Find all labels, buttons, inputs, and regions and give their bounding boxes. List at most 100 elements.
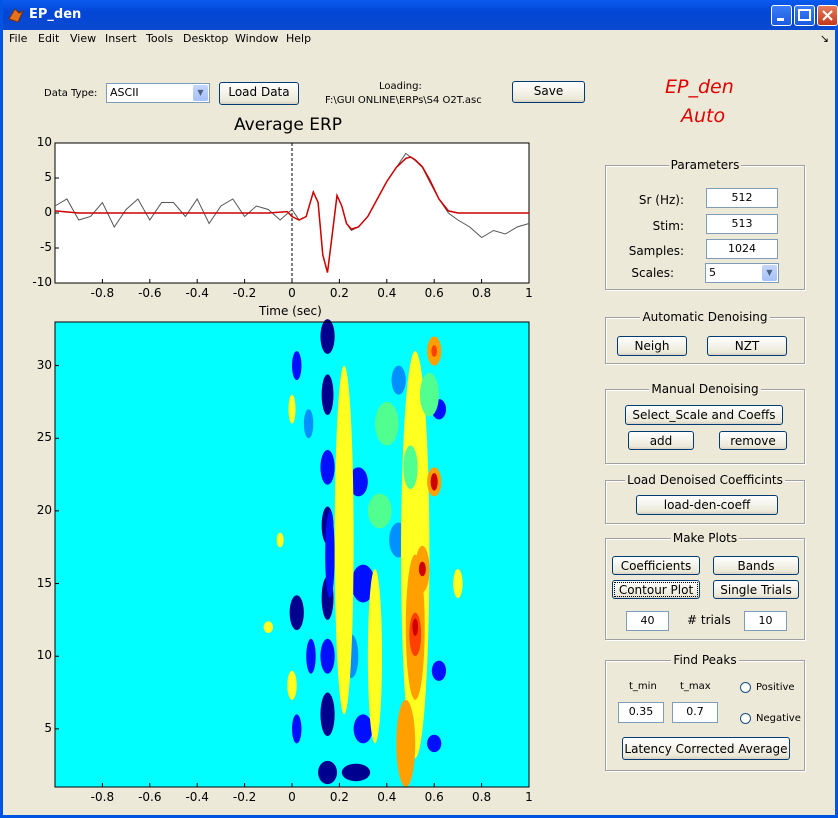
tmax-field[interactable]: 0.7 <box>672 702 718 723</box>
data-type-label: Data Type: <box>44 88 98 99</box>
scales-value: 5 <box>709 266 716 279</box>
coefficients-button[interactable]: Coefficients <box>612 556 700 575</box>
contour-region <box>325 510 335 599</box>
sr-label: Sr (Hz): <box>638 193 684 207</box>
figure-area: Data Type: ASCII ▼ Load Data Loading: F:… <box>3 48 835 814</box>
contour-region <box>292 714 302 744</box>
contour-xtick-label: -0.2 <box>232 790 257 804</box>
contour-region <box>430 473 438 491</box>
add-button[interactable]: add <box>628 431 694 450</box>
contour-xtick-label: -0.6 <box>138 790 162 804</box>
contour-region <box>318 760 338 785</box>
erp-plot[interactable] <box>54 142 530 284</box>
manual-denoising-panel: Manual Denoising Select_Scale and Coeffs… <box>605 382 805 464</box>
contour-region <box>353 714 373 744</box>
menu-help[interactable]: Help <box>286 32 312 45</box>
menu-insert[interactable]: Insert <box>105 32 137 45</box>
scales-select[interactable]: 5 ▼ <box>705 263 779 283</box>
load-denoised-panel: Load Denoised Coefficints load-den-coeff <box>605 473 805 524</box>
contour-region <box>292 351 302 381</box>
tmin-label: t_min <box>629 681 657 692</box>
contour-xtick-label: 0 <box>288 790 296 804</box>
trials-field[interactable]: 40 <box>626 611 669 631</box>
erp-xtick-label: 0.6 <box>424 286 444 300</box>
contour-region <box>453 569 463 599</box>
contour-region <box>418 561 426 577</box>
tmin-field[interactable]: 0.35 <box>618 702 664 723</box>
positive-radio[interactable] <box>740 682 751 693</box>
contour-ytick-label: 20 <box>36 502 52 517</box>
contour-ytick-label: 30 <box>36 357 52 372</box>
menu-window[interactable]: Window <box>235 32 279 45</box>
erp-ytick-label: 5 <box>44 170 52 184</box>
menu-desktop[interactable]: Desktop <box>183 32 229 45</box>
trials-field-2[interactable]: 10 <box>744 611 787 631</box>
contour-region <box>412 618 419 636</box>
contour-region <box>348 467 368 497</box>
contour-region <box>391 365 406 395</box>
contour-region <box>303 409 314 439</box>
negative-radio[interactable] <box>740 713 751 724</box>
erp-xlabel: Time (sec) <box>259 304 322 318</box>
neigh-button[interactable]: Neigh <box>617 336 687 356</box>
sr-field[interactable]: 512 <box>706 188 778 208</box>
save-button[interactable]: Save <box>512 81 585 103</box>
samples-label: Samples: <box>628 244 684 258</box>
load-data-button[interactable]: Load Data <box>219 82 299 105</box>
negative-label: Negative <box>756 713 801 724</box>
contour-region <box>320 692 335 737</box>
close-icon <box>822 10 833 21</box>
contour-region <box>367 493 392 529</box>
contour-plot-button[interactable]: Contour Plot <box>612 580 700 599</box>
remove-button[interactable]: remove <box>719 431 787 450</box>
latency-corrected-button[interactable]: Latency Corrected Average <box>622 737 790 760</box>
samples-field[interactable]: 1024 <box>706 239 778 259</box>
close-button[interactable] <box>817 5 838 26</box>
load-den-coeff-button[interactable]: load-den-coeff <box>636 495 778 515</box>
bands-button[interactable]: Bands <box>713 556 799 575</box>
contour-ytick-label: 25 <box>36 430 52 445</box>
contour-region <box>306 638 316 674</box>
contour-xtick-label: 0.8 <box>472 790 492 804</box>
make-plots-title: Make Plots <box>670 531 740 545</box>
contour-xtick-label: 1 <box>525 790 533 804</box>
stim-field[interactable]: 513 <box>706 214 778 234</box>
contour-plot[interactable] <box>54 319 530 788</box>
menu-edit[interactable]: Edit <box>38 32 60 45</box>
contour-background <box>55 322 529 787</box>
menu-arrow-icon[interactable]: ↘ <box>819 32 829 45</box>
auto-denoising-title: Automatic Denoising <box>640 310 770 324</box>
trials-label: # trials <box>687 613 731 627</box>
title-bar[interactable]: EP_den <box>3 0 838 30</box>
minimize-icon <box>777 18 784 21</box>
menu-file[interactable]: File <box>9 32 28 45</box>
contour-xtick-label: 0.4 <box>377 790 397 804</box>
single-trials-button[interactable]: Single Trials <box>713 580 799 599</box>
contour-region <box>403 445 418 490</box>
scales-label: Scales: <box>631 266 674 280</box>
contour-region <box>289 595 304 631</box>
erp-xtick-label: -0.2 <box>232 286 257 300</box>
select-scale-button[interactable]: Select_Scale and Coeffs <box>625 405 783 425</box>
contour-region <box>351 564 375 603</box>
contour-ytick-label: 15 <box>36 575 52 590</box>
positive-label: Positive <box>756 682 795 693</box>
stim-label: Stim: <box>652 219 684 233</box>
manual-denoising-title: Manual Denoising <box>649 382 761 396</box>
maximize-button[interactable] <box>794 5 815 26</box>
erp-ytick-label: 10 <box>36 135 52 149</box>
menu-tools[interactable]: Tools <box>146 32 174 45</box>
loading-label: Loading: <box>379 81 422 92</box>
window-title: EP_den <box>29 7 82 22</box>
menu-view[interactable]: View <box>70 32 97 45</box>
nzt-button[interactable]: NZT <box>707 336 787 356</box>
data-type-select[interactable]: ASCII ▼ <box>106 83 210 103</box>
contour-region <box>431 660 447 681</box>
minimize-button[interactable] <box>771 5 792 26</box>
contour-region <box>367 569 383 744</box>
contour-region <box>321 374 334 415</box>
erp-xtick-label: -0.8 <box>90 286 115 300</box>
matlab-icon <box>8 8 25 23</box>
contour-xtick-label: -0.4 <box>185 790 209 804</box>
